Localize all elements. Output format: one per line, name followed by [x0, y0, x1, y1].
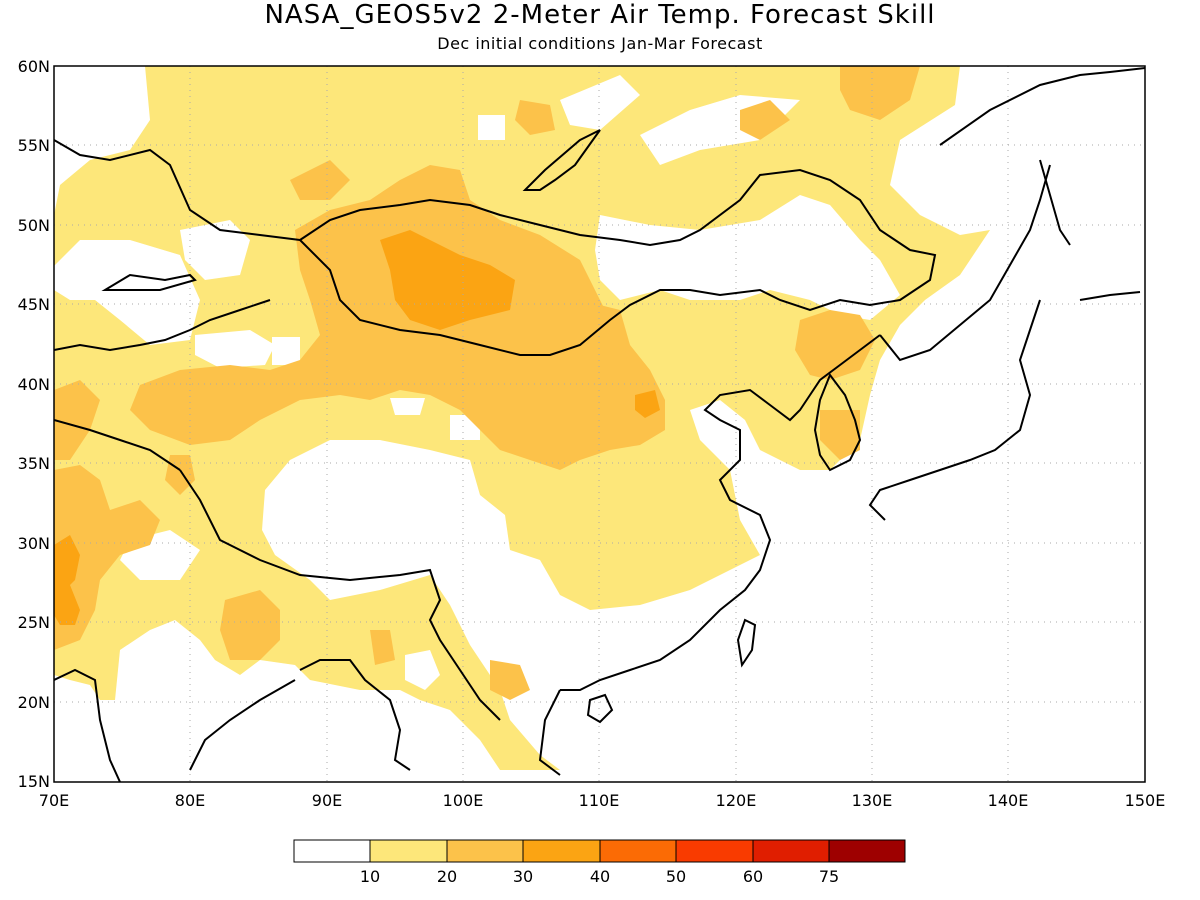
legend-label: 10: [360, 867, 380, 886]
color-legend: 10 20 30 40 50 60 75: [293, 839, 906, 886]
lat-tick: 60N: [18, 57, 50, 76]
skill-shading: [54, 66, 990, 770]
lat-tick: 20N: [18, 693, 50, 712]
lat-tick: 45N: [18, 295, 50, 314]
lon-tick: 70E: [39, 791, 69, 810]
legend-swatch-0: [293, 839, 371, 863]
skill-region-20-30: [130, 165, 665, 470]
skill-region-30-40: [380, 230, 515, 330]
legend-label: 75: [819, 867, 839, 886]
legend-swatch-60: [752, 839, 830, 863]
lat-tick: 35N: [18, 454, 50, 473]
legend-swatch-20: [446, 839, 524, 863]
lat-tick: 30N: [18, 534, 50, 553]
legend-swatch-40: [599, 839, 677, 863]
legend-label: 20: [437, 867, 457, 886]
legend-swatch-50: [675, 839, 754, 863]
chart-subtitle: Dec initial conditions Jan-Mar Forecast: [437, 34, 763, 53]
lon-tick: 100E: [443, 791, 484, 810]
lat-tick: 25N: [18, 613, 50, 632]
lat-tick: 40N: [18, 375, 50, 394]
legend-label: 50: [666, 867, 686, 886]
lon-tick: 120E: [716, 791, 757, 810]
lon-tick: 90E: [312, 791, 342, 810]
legend-swatch-75: [828, 839, 906, 863]
legend-swatch-30: [522, 839, 601, 863]
coastlines: [54, 67, 1145, 782]
lat-tick: 15N: [18, 772, 50, 791]
lat-axis: 60N 55N 50N 45N 40N 35N 30N 25N 20N 15N: [18, 57, 50, 791]
legend-label: 60: [743, 867, 763, 886]
legend-swatch-10: [369, 839, 448, 863]
legend-label: 30: [513, 867, 533, 886]
map-frame: [53, 65, 1146, 783]
legend-label: 40: [590, 867, 610, 886]
lon-tick: 150E: [1125, 791, 1166, 810]
lon-tick: 110E: [579, 791, 620, 810]
chart-title: NASA_GEOS5v2 2-Meter Air Temp. Forecast …: [264, 0, 936, 30]
lon-tick: 130E: [852, 791, 893, 810]
lon-tick: 80E: [175, 791, 205, 810]
lon-tick: 140E: [988, 791, 1029, 810]
lat-tick: 55N: [18, 136, 50, 155]
lat-tick: 50N: [18, 216, 50, 235]
lon-axis: 70E 80E 90E 100E 110E 120E 130E 140E 150…: [39, 791, 1166, 810]
